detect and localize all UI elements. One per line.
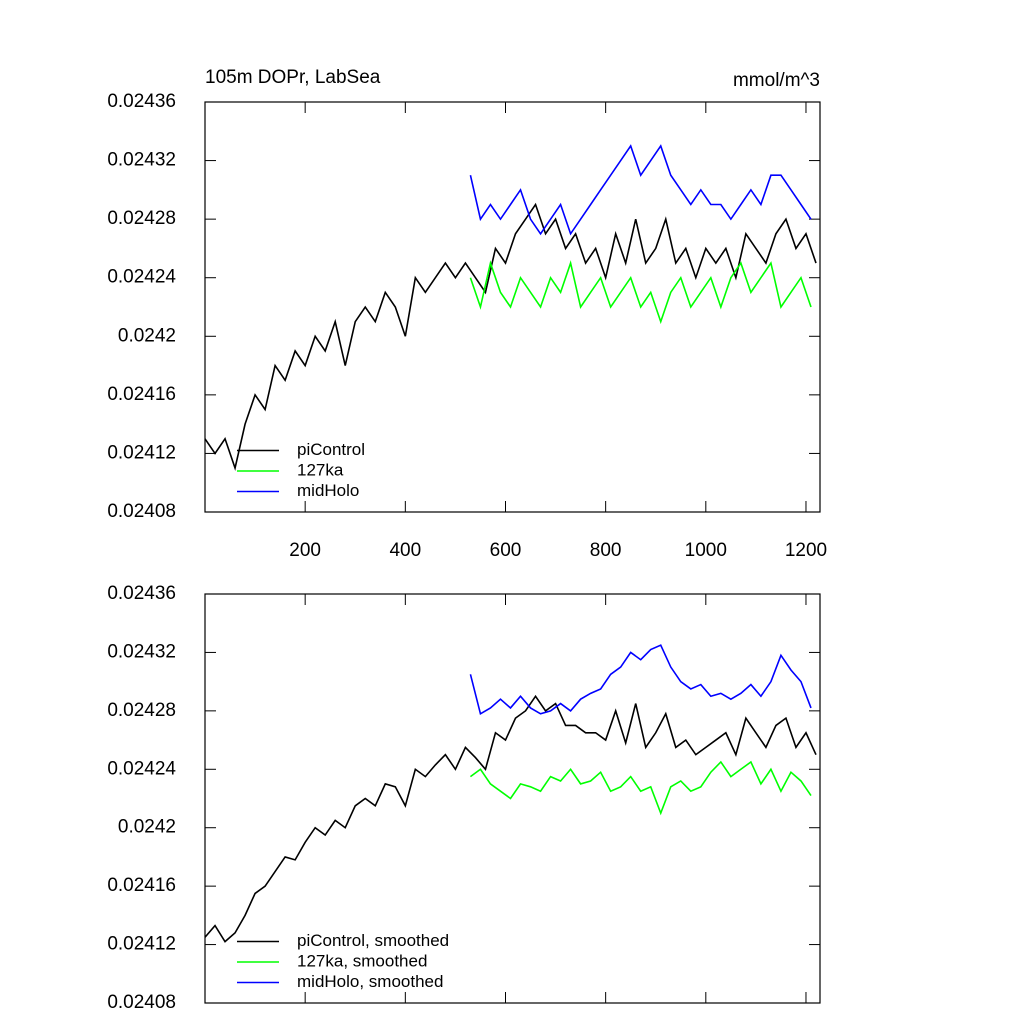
x-tick-label: 200 <box>289 540 321 561</box>
y-tick-label: 0.02412 <box>107 934 176 955</box>
x-tick-label: 600 <box>490 540 522 561</box>
units-label: mmol/m^3 <box>733 70 820 91</box>
data-line <box>469 644 812 716</box>
legend-label: piControl, smoothed <box>297 931 449 950</box>
chart-title: 105m DOPr, LabSea <box>205 67 381 88</box>
y-tick-label: 0.0242 <box>118 325 176 346</box>
legend-label: midHolo, smoothed <box>297 972 443 991</box>
data-line <box>469 760 812 816</box>
y-tick-label: 0.02424 <box>107 758 176 779</box>
data-line <box>204 202 817 471</box>
legend-label: piControl <box>297 440 365 459</box>
y-tick-label: 0.02428 <box>107 700 176 721</box>
x-tick-label: 1200 <box>785 540 827 561</box>
x-tick-label: 800 <box>590 540 622 561</box>
data-line <box>469 260 812 325</box>
y-tick-label: 0.0242 <box>118 817 176 838</box>
x-tick-label: 400 <box>389 540 421 561</box>
y-tick-label: 0.02424 <box>107 267 176 288</box>
y-tick-label: 0.02412 <box>107 442 176 463</box>
y-tick-label: 0.02428 <box>107 208 176 229</box>
legend-label: 127ka, smoothed <box>297 951 427 970</box>
legend-label: midHolo <box>297 481 359 500</box>
plot-frame <box>204 593 821 1004</box>
y-tick-label: 0.02436 <box>107 91 176 112</box>
data-line <box>204 694 817 943</box>
y-tick-label: 0.02436 <box>107 583 176 604</box>
legend-label: 127ka <box>297 460 344 479</box>
data-line <box>469 144 812 236</box>
y-tick-label: 0.02408 <box>107 992 176 1013</box>
x-tick-label: 1000 <box>685 540 727 561</box>
y-tick-label: 0.02432 <box>107 150 176 171</box>
y-tick-label: 0.02416 <box>107 875 176 896</box>
plot-frame <box>204 101 821 513</box>
y-tick-label: 0.02408 <box>107 501 176 522</box>
y-tick-label: 0.02416 <box>107 384 176 405</box>
y-tick-label: 0.02432 <box>107 641 176 662</box>
